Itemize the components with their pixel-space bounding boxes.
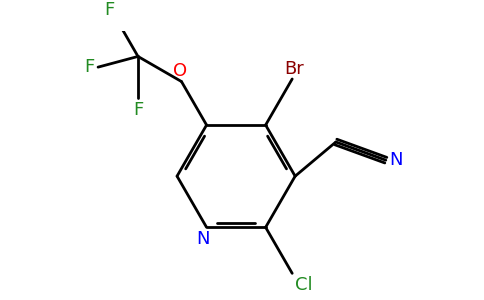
Text: F: F — [84, 58, 94, 76]
Text: Cl: Cl — [295, 276, 313, 294]
Text: F: F — [133, 101, 143, 119]
Text: O: O — [173, 62, 187, 80]
Text: N: N — [197, 230, 210, 248]
Text: F: F — [104, 1, 114, 19]
Text: N: N — [389, 151, 403, 169]
Text: Br: Br — [284, 59, 303, 77]
